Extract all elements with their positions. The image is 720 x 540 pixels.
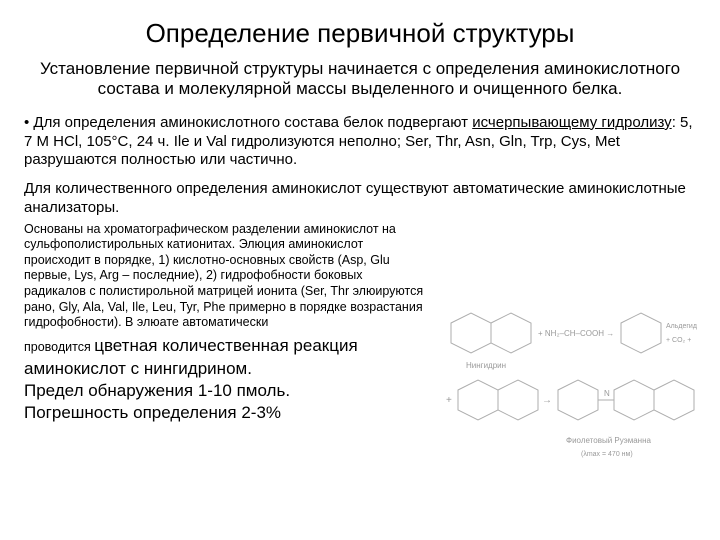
bullet-underlined: исчерпывающему гидролизу <box>472 114 671 131</box>
svg-text:Альдегид: Альдегид <box>666 323 697 330</box>
svg-text:+: + <box>446 395 452 406</box>
svg-text:+ CO₂ +: + CO₂ + <box>666 337 691 344</box>
mixed-b: цветная количественная реакция <box>94 336 357 355</box>
bullet-hydrolysis: • Для определения аминокислотного состав… <box>24 114 696 170</box>
bullet-prefix: • Для определения аминокислотного состав… <box>24 114 472 131</box>
intro-paragraph: Установление первичной структуры начинае… <box>34 59 686 100</box>
mixed-block: проводится цветная количественная реакци… <box>24 335 444 424</box>
ninhydrin-reaction-diagram: + NH₂–CH–COOH → Альдегид + CO₂ + Нингидр… <box>446 308 706 478</box>
line-error: Погрешность определения 2-3% <box>24 402 444 424</box>
svg-text:Фиолетовый Руэманна: Фиолетовый Руэманна <box>566 436 652 445</box>
small-chromatography: Основаны на хроматографическом разделени… <box>24 222 424 331</box>
mixed-a: проводится <box>24 340 94 354</box>
svg-text:Нингидрин: Нингидрин <box>466 361 506 370</box>
svg-text:→: → <box>542 395 552 406</box>
svg-text:(λmax = 470 нм): (λmax = 470 нм) <box>581 451 633 458</box>
page-title: Определение первичной структуры <box>24 18 696 49</box>
line-limit: Предел обнаружения 1-10 пмоль. <box>24 380 444 402</box>
svg-text:N: N <box>604 389 610 398</box>
line-ninhydrin: аминокислот с нингидрином. <box>24 358 444 380</box>
svg-text:+ NH₂–CH–COOH →: + NH₂–CH–COOH → <box>538 329 614 338</box>
para-analyzers: Для количественного определения аминокис… <box>24 180 696 218</box>
